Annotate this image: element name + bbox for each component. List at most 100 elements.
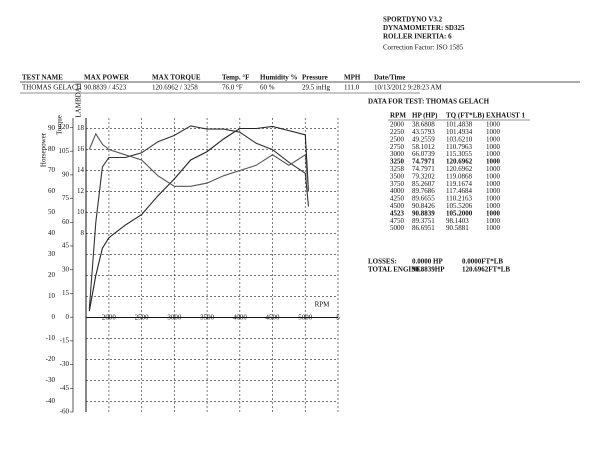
x-tick-label: 5 bbox=[336, 314, 340, 322]
info-value: 90.8839 / 4523 bbox=[84, 84, 127, 92]
y2-tick-label: 75 bbox=[62, 194, 70, 202]
y2-tick-label: 30 bbox=[62, 265, 70, 273]
data-table-cell: 1000 bbox=[486, 209, 501, 217]
data-table-cell: 90.8426 bbox=[412, 202, 435, 210]
y-tick-label: 70 bbox=[48, 166, 56, 174]
info-header: MAX TORQUE bbox=[152, 74, 201, 82]
data-table-cell: 3500 bbox=[390, 172, 405, 180]
y-tick-label: 40 bbox=[48, 229, 56, 237]
y-tick-label: -40 bbox=[46, 397, 56, 405]
data-table-cell: 89.7686 bbox=[412, 187, 435, 195]
info-value: THOMAS GELACH bbox=[22, 84, 82, 92]
data-table-cell: 49.2559 bbox=[412, 135, 435, 143]
data-table-cell: 1000 bbox=[486, 172, 501, 180]
totals-cell: LOSSES: bbox=[368, 258, 397, 266]
info-value: 29.5 inHg bbox=[302, 84, 331, 92]
totals-cell: 0.0000FT*LB bbox=[462, 258, 503, 266]
y2-tick-label: 90 bbox=[62, 171, 70, 179]
y3-tick-label: 10 bbox=[77, 208, 85, 216]
info-header: MPH bbox=[344, 74, 361, 82]
info-header: Temp. °F bbox=[222, 74, 249, 82]
data-table-cell: 2750 bbox=[390, 143, 405, 151]
data-table-cell: 90.8839 bbox=[412, 209, 435, 217]
info-header: Pressure bbox=[302, 74, 328, 82]
y3-axis-title: LAMBDA 1 bbox=[75, 82, 83, 118]
data-table-cell: 1000 bbox=[486, 135, 501, 143]
y-tick-label: -10 bbox=[46, 334, 56, 342]
correction-factor: Correction Factor: ISO 1585 bbox=[383, 44, 464, 52]
data-table-cell: 110.2163 bbox=[446, 195, 472, 203]
y-axis-title: Horsepower bbox=[40, 132, 48, 167]
y2-tick-label: 45 bbox=[62, 242, 70, 250]
y3-tick-label: 16 bbox=[77, 145, 85, 153]
y-tick-label: 30 bbox=[48, 250, 56, 258]
data-table-cell: 4000 bbox=[390, 187, 405, 195]
y-tick-label: 50 bbox=[48, 208, 56, 216]
data-table-cell: 1000 bbox=[486, 165, 501, 173]
info-header: TEST NAME bbox=[22, 74, 63, 82]
data-table-header: TQ (FT*LB) bbox=[446, 112, 485, 120]
data-table-cell: 3000 bbox=[390, 150, 405, 158]
data-table-header: RPM bbox=[390, 112, 406, 120]
data-table-cell: 89.6655 bbox=[412, 195, 435, 203]
totals-cell: TOTAL ENGINE: bbox=[368, 266, 423, 274]
data-table-cell: 120.6962 bbox=[446, 165, 473, 173]
info-header: MAX POWER bbox=[84, 74, 130, 82]
data-table-header: HP (HP) bbox=[412, 112, 438, 120]
y2-tick-label: 60 bbox=[62, 218, 70, 226]
data-table-cell: 2500 bbox=[390, 135, 405, 143]
data-table-cell: 2250 bbox=[390, 128, 405, 136]
data-table-cell: 3750 bbox=[390, 180, 405, 188]
data-table-cell: 1000 bbox=[486, 224, 501, 232]
data-table-cell: 1000 bbox=[486, 195, 501, 203]
y2-tick-label: -30 bbox=[60, 360, 70, 368]
info-header: Date/Time bbox=[374, 74, 405, 82]
header-line: SPORTDYNO V3.2 bbox=[383, 16, 443, 24]
data-line bbox=[88, 132, 310, 192]
info-value: 10/13/2012 9:28:23 AM bbox=[374, 84, 442, 92]
data-table-cell: 74.7971 bbox=[412, 158, 435, 166]
data-table-cell: 4250 bbox=[390, 195, 405, 203]
data-table-cell: 1000 bbox=[486, 180, 501, 188]
data-table-cell: 105.5206 bbox=[446, 202, 473, 210]
y2-tick-label: -60 bbox=[60, 408, 70, 416]
data-table-header: EXHAUST 1 bbox=[486, 112, 525, 120]
data-table-cell: 74.7971 bbox=[412, 165, 435, 173]
data-table-cell: 119.0868 bbox=[446, 172, 472, 180]
data-table-cell: 105.2000 bbox=[446, 209, 473, 217]
y2-axis-title: Torque bbox=[56, 115, 64, 135]
data-table-cell: 120.6962 bbox=[446, 158, 473, 166]
y2-tick-label: 15 bbox=[62, 289, 70, 297]
data-table-cell: 43.5793 bbox=[412, 128, 435, 136]
y2-tick-label: 120 bbox=[59, 123, 70, 131]
data-table-title: DATA FOR TEST: THOMAS GELACH bbox=[368, 98, 490, 106]
data-table-cell: 1000 bbox=[486, 128, 501, 136]
data-table-cell: 1000 bbox=[486, 150, 501, 158]
y-tick-label: -30 bbox=[46, 376, 56, 384]
data-table-cell: 1000 bbox=[486, 202, 501, 210]
data-table-cell: 5000 bbox=[390, 224, 405, 232]
x-axis-title: RPM bbox=[315, 301, 331, 309]
y2-tick-label: 0 bbox=[66, 313, 70, 321]
y-tick-label: 80 bbox=[48, 145, 56, 153]
info-header: Humidity % bbox=[260, 74, 298, 82]
data-table-cell: 90.5881 bbox=[446, 224, 469, 232]
data-table-cell: 119.1674 bbox=[446, 180, 472, 188]
y3-tick-label: 18 bbox=[77, 124, 85, 132]
data-table-cell: 3258 bbox=[390, 165, 405, 173]
info-value: 76.0 °F bbox=[222, 84, 243, 92]
data-table-cell: 58.1012 bbox=[412, 143, 435, 151]
data-line bbox=[88, 125, 310, 310]
info-value: 60 % bbox=[260, 84, 275, 92]
info-value: 120.6962 / 3258 bbox=[152, 84, 198, 92]
data-table-cell: 2000 bbox=[390, 121, 405, 129]
data-table-cell: 101.4838 bbox=[446, 121, 473, 129]
data-table-cell: 1000 bbox=[486, 121, 501, 129]
data-table-cell: 4750 bbox=[390, 217, 405, 225]
data-table-cell: 101.4934 bbox=[446, 128, 473, 136]
data-table-cell: 1000 bbox=[486, 143, 501, 151]
header-line: ROLLER INERTIA: 6 bbox=[383, 33, 452, 41]
y3-tick-label: 8 bbox=[81, 229, 85, 237]
